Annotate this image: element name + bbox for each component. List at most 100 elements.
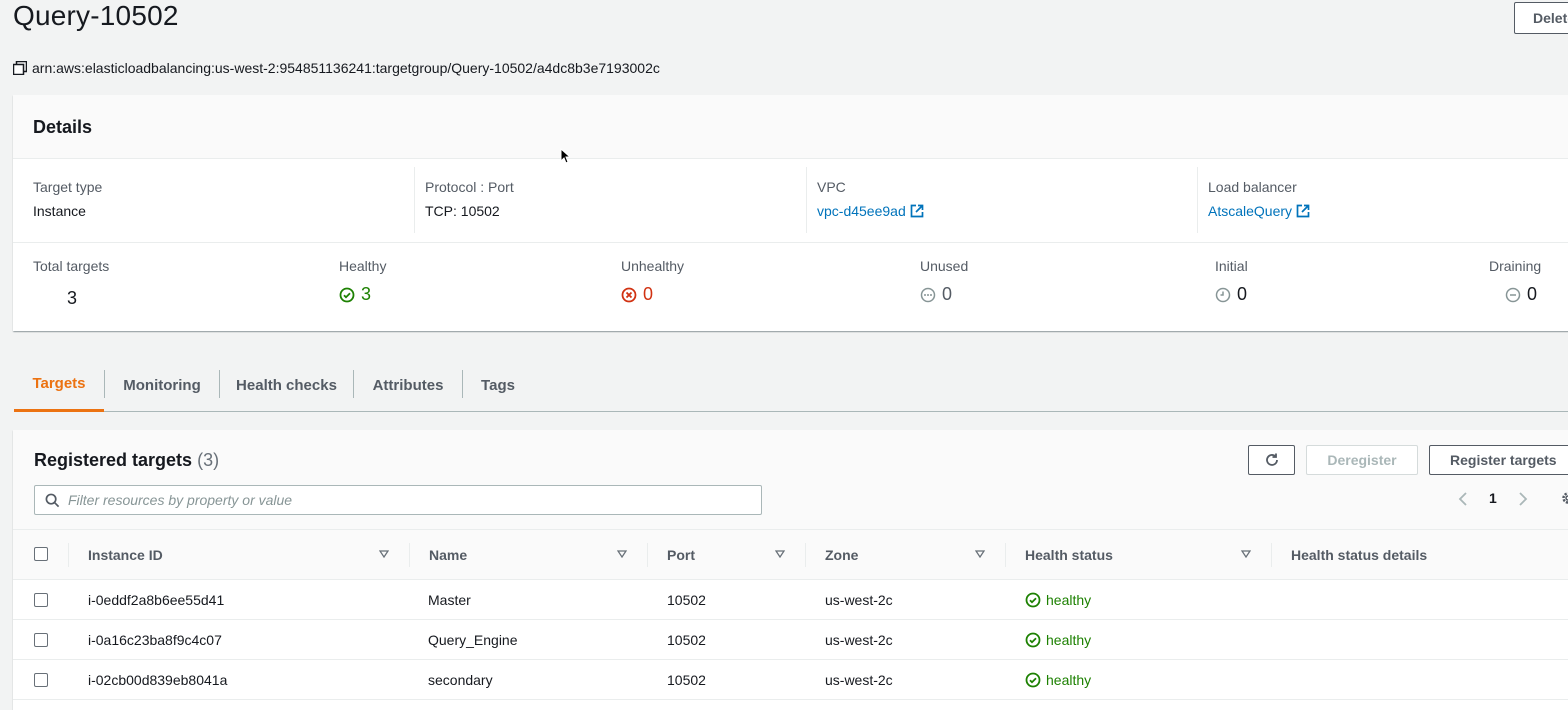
stat-unhealthy-label: Unhealthy xyxy=(621,258,685,274)
target-type-value: Instance xyxy=(33,203,86,219)
health-status: healthy xyxy=(1025,672,1091,688)
protocol-port-value: TCP: 10502 xyxy=(425,203,500,219)
protocol-port-label: Protocol : Port xyxy=(425,179,514,195)
sort-icon[interactable] xyxy=(975,550,985,558)
column-health-status[interactable]: Health status xyxy=(1025,547,1113,563)
filter-input[interactable] xyxy=(68,492,761,508)
instance-id-link[interactable]: i-0a16c23ba8f9c4c07 xyxy=(88,632,222,648)
check-circle-icon xyxy=(1025,592,1041,608)
clock-icon xyxy=(1215,287,1231,302)
stat-unused-value: 0 xyxy=(942,284,953,304)
instance-port: 10502 xyxy=(667,672,706,688)
stat-unhealthy-value: 0 xyxy=(643,284,654,304)
load-balancer: Load balancer AtscaleQuery xyxy=(1208,179,1310,219)
row-checkbox[interactable] xyxy=(34,593,48,607)
divider xyxy=(462,370,463,398)
deregister-button[interactable]: Deregister xyxy=(1306,445,1418,475)
check-circle-icon xyxy=(339,287,355,302)
tab-attributes[interactable]: Attributes xyxy=(372,376,444,394)
instance-zone: us-west-2c xyxy=(825,592,893,608)
tab-health-checks[interactable]: Health checks xyxy=(236,376,337,394)
table-row[interactable]: i-02cb00d839eb8041a secondary 10502 us-w… xyxy=(13,660,1568,700)
instance-name: Master xyxy=(428,592,471,608)
select-all-checkbox[interactable] xyxy=(34,547,48,561)
stat-draining-value: 0 xyxy=(1527,284,1538,304)
search-icon xyxy=(45,493,60,507)
stat-initial-label: Initial xyxy=(1215,258,1248,274)
registered-targets-count: (3) xyxy=(197,450,220,470)
tab-targets[interactable]: Targets xyxy=(14,358,104,412)
load-balancer-link[interactable]: AtscaleQuery xyxy=(1208,203,1310,219)
gear-icon[interactable] xyxy=(1560,490,1568,506)
divider xyxy=(414,167,415,233)
row-checkbox[interactable] xyxy=(34,673,48,687)
column-name[interactable]: Name xyxy=(429,547,468,563)
stat-unhealthy: Unhealthy 0 xyxy=(621,258,684,305)
divider xyxy=(353,370,354,398)
arn-row: arn:aws:elasticloadbalancing:us-west-2:9… xyxy=(12,60,660,76)
chevron-left-icon[interactable] xyxy=(1457,491,1469,507)
page-number[interactable]: 1 xyxy=(1489,490,1497,506)
tab-tags[interactable]: Tags xyxy=(481,376,515,394)
column-health-status-details[interactable]: Health status details xyxy=(1291,547,1428,563)
stat-initial-value: 0 xyxy=(1237,284,1248,304)
divider xyxy=(104,370,105,398)
tab-monitoring[interactable]: Monitoring xyxy=(123,376,201,394)
instance-name: Query_Engine xyxy=(428,632,518,648)
divider xyxy=(1271,543,1272,567)
divider xyxy=(409,543,410,567)
minus-circle-icon xyxy=(1505,287,1521,302)
stat-healthy-value: 3 xyxy=(361,284,372,304)
delete-button[interactable]: Delete xyxy=(1514,2,1568,34)
filter-box xyxy=(34,485,762,515)
divider xyxy=(647,543,648,567)
table-header: Instance ID Name Port Zone Health status… xyxy=(13,530,1568,580)
divider xyxy=(219,370,220,398)
instance-id-link[interactable]: i-0eddf2a8b6ee55d41 xyxy=(88,592,225,608)
target-type-label: Target type xyxy=(33,179,103,195)
stat-total-value: 3 xyxy=(67,288,78,308)
mouse-cursor-icon xyxy=(560,148,570,164)
refresh-button[interactable] xyxy=(1248,445,1295,475)
instance-zone: us-west-2c xyxy=(825,632,893,648)
instance-zone: us-west-2c xyxy=(825,672,893,688)
health-status: healthy xyxy=(1025,592,1091,608)
vpc-link[interactable]: vpc-d45ee9ad xyxy=(817,203,924,219)
sort-icon[interactable] xyxy=(775,550,785,558)
x-circle-icon xyxy=(621,287,637,302)
stat-unused: Unused 0 xyxy=(920,258,968,305)
external-link-icon xyxy=(910,204,924,218)
sort-icon[interactable] xyxy=(1241,550,1251,558)
sort-icon[interactable] xyxy=(617,550,627,558)
table-row[interactable]: i-0eddf2a8b6ee55d41 Master 10502 us-west… xyxy=(13,580,1568,620)
stat-total-label: Total targets xyxy=(33,258,110,274)
divider xyxy=(1005,543,1006,567)
registered-targets-title: Registered targets (3) xyxy=(34,450,220,470)
registered-targets-panel: Registered targets (3) Deregister Regist… xyxy=(13,430,1568,710)
instance-id-link[interactable]: i-02cb00d839eb8041a xyxy=(88,672,228,688)
stat-total: Total targets 3 xyxy=(33,258,109,309)
check-circle-icon xyxy=(1025,672,1041,688)
row-checkbox[interactable] xyxy=(34,633,48,647)
column-port[interactable]: Port xyxy=(667,547,695,563)
table-row[interactable]: i-0a16c23ba8f9c4c07 Query_Engine 10502 u… xyxy=(13,620,1568,660)
chevron-right-icon[interactable] xyxy=(1517,491,1529,507)
instance-port: 10502 xyxy=(667,632,706,648)
register-targets-button[interactable]: Register targets xyxy=(1429,445,1568,475)
divider xyxy=(1197,167,1198,233)
tab-bar: Targets Monitoring Health checks Attribu… xyxy=(14,358,1568,412)
column-zone[interactable]: Zone xyxy=(825,547,859,563)
details-title: Details xyxy=(33,117,93,137)
divider xyxy=(805,543,806,567)
arn-text: arn:aws:elasticloadbalancing:us-west-2:9… xyxy=(32,60,660,76)
vpc-label: VPC xyxy=(817,179,846,195)
copy-icon[interactable] xyxy=(12,60,28,76)
target-type: Target type Instance xyxy=(33,179,102,219)
refresh-icon xyxy=(1265,453,1278,466)
stat-healthy: Healthy 3 xyxy=(339,258,386,305)
column-instance-id[interactable]: Instance ID xyxy=(88,547,163,563)
load-balancer-label: Load balancer xyxy=(1208,179,1297,195)
divider xyxy=(68,543,69,567)
sort-icon[interactable] xyxy=(379,550,389,558)
details-header: Details xyxy=(13,95,1568,159)
